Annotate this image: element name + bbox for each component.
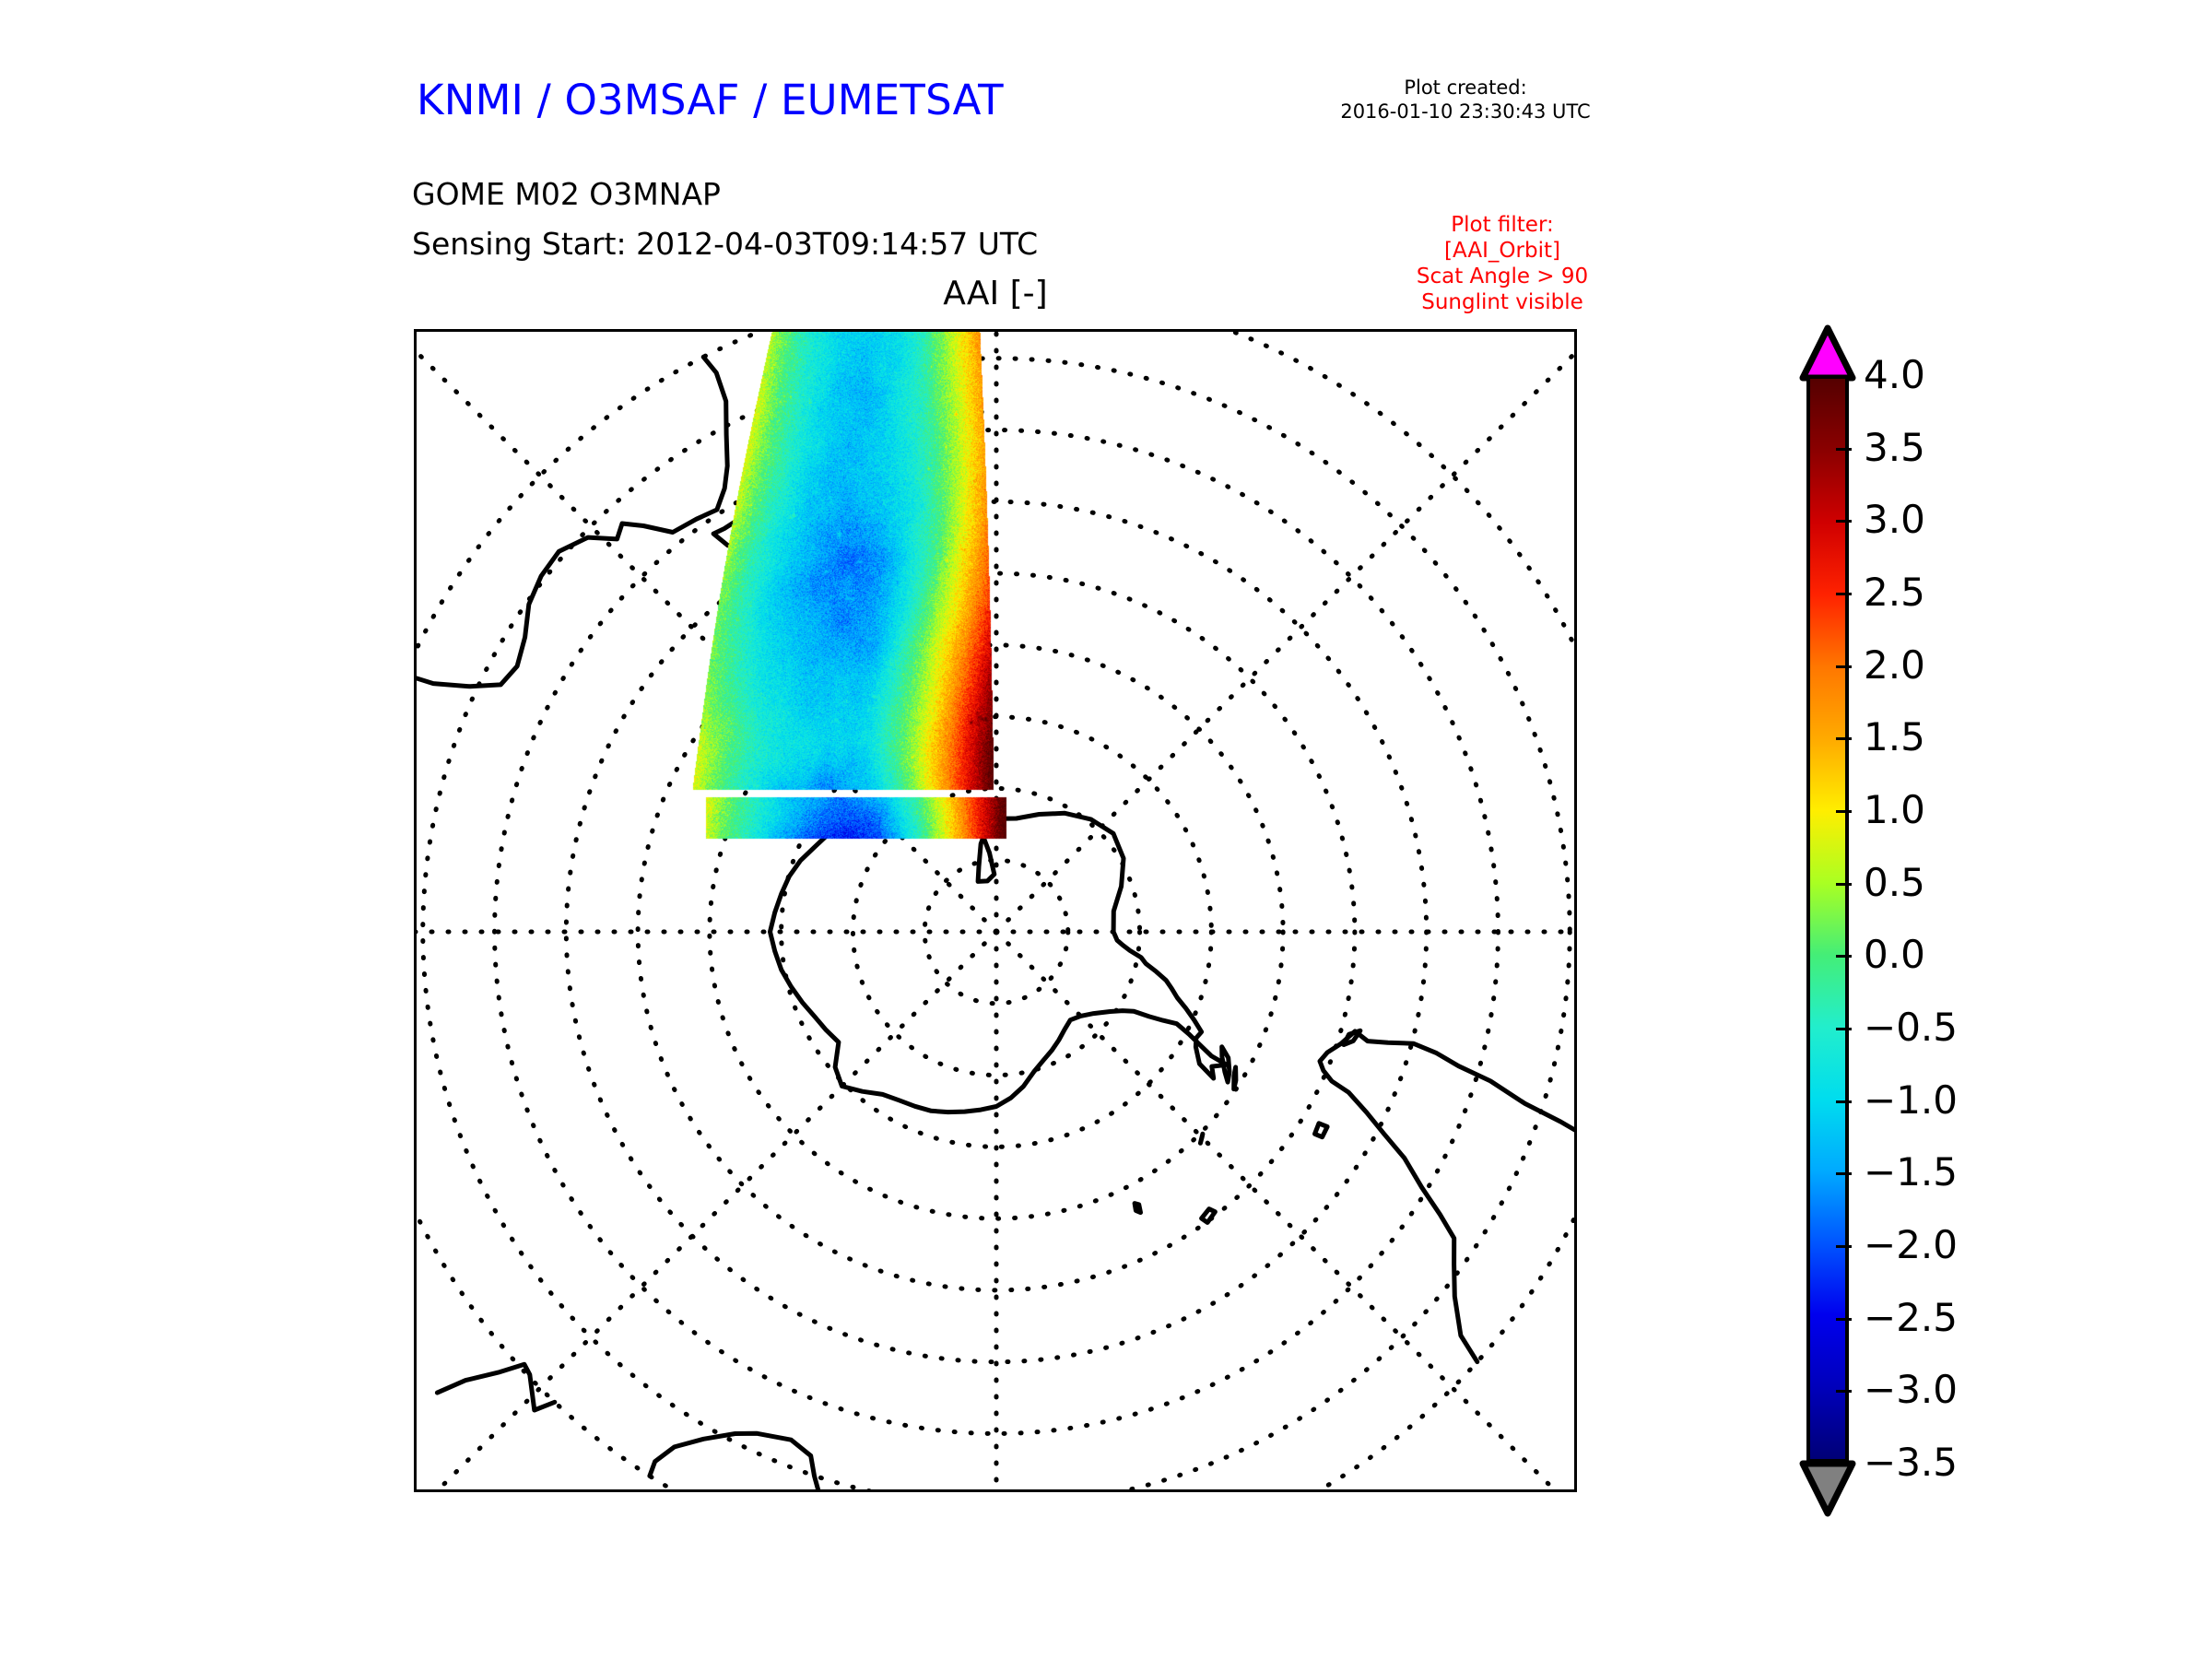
coastline-path bbox=[1312, 1121, 1330, 1140]
colorbar-under-arrow bbox=[1799, 1460, 1856, 1517]
filter-line-scat-angle: Scat Angle > 90 bbox=[1416, 265, 1589, 288]
colorbar-tick-mark bbox=[1836, 1172, 1852, 1176]
colorbar-tick-mark bbox=[1836, 520, 1852, 524]
colorbar-tick-label: 4.0 bbox=[1864, 352, 1925, 397]
colorbar-tick-label: 3.0 bbox=[1864, 497, 1925, 543]
coastline-path bbox=[1219, 1044, 1232, 1085]
colorbar-tick-mark bbox=[1836, 1463, 1852, 1465]
coastline-path bbox=[1199, 1206, 1218, 1225]
filter-line-label: Plot filter: bbox=[1451, 213, 1554, 237]
colorbar-tick-mark bbox=[1836, 665, 1852, 668]
plot-created-timestamp: 2016-01-10 23:30:43 UTC bbox=[1340, 100, 1591, 123]
colorbar-tick-label: −1.0 bbox=[1864, 1077, 1958, 1123]
plot-created-block: Plot created: 2016-01-10 23:30:43 UTC bbox=[1318, 76, 1613, 124]
colorbar-tick-label: −3.0 bbox=[1864, 1367, 1958, 1413]
coastline-path bbox=[647, 1430, 821, 1489]
graticule-layer bbox=[417, 332, 1574, 1489]
colorbar-tick-mark bbox=[1836, 593, 1852, 595]
colorbar-tick-mark bbox=[1836, 1245, 1852, 1248]
colorbar-over-arrow bbox=[1799, 324, 1856, 382]
colorbar-tick-label: 1.0 bbox=[1864, 787, 1925, 832]
colorbar-tick-label: −0.5 bbox=[1864, 1005, 1958, 1050]
colorbar-tick-mark bbox=[1836, 737, 1852, 741]
colorbar-tick-mark bbox=[1836, 1390, 1852, 1394]
colorbar-tick-label: 1.5 bbox=[1864, 714, 1925, 760]
colorbar-tick-mark bbox=[1836, 375, 1852, 378]
coastline-path bbox=[1197, 1131, 1206, 1146]
colorbar-tick-mark bbox=[1836, 955, 1852, 959]
plot-filter-block: Plot filter: [AAI_Orbit] Scat Angle > 90… bbox=[1382, 212, 1622, 315]
colorbar-tick-mark bbox=[1836, 1028, 1852, 1030]
colorbar-tick-label: 2.0 bbox=[1864, 641, 1925, 688]
dataset-name: GOME M02 O3MNAP bbox=[412, 176, 721, 212]
colorbar-tick-mark bbox=[1836, 447, 1852, 451]
colorbar-tick-mark bbox=[1836, 810, 1852, 813]
chart-title: AAI [-] bbox=[943, 275, 1048, 312]
colorbar-bar bbox=[1806, 375, 1849, 1463]
colorbar-tick-label: −3.5 bbox=[1864, 1440, 1958, 1485]
latitude-circle bbox=[420, 356, 1572, 1489]
map-plot-area bbox=[414, 329, 1577, 1492]
page-title: KNMI / O3MSAF / EUMETSAT bbox=[417, 76, 1004, 124]
meridian-line bbox=[994, 350, 1574, 935]
coastline-path bbox=[924, 382, 984, 457]
colorbar-tick-mark bbox=[1836, 1317, 1852, 1321]
meridian-line bbox=[435, 929, 999, 1489]
sensing-start: Sensing Start: 2012-04-03T09:14:57 UTC bbox=[412, 226, 1039, 262]
coastline-path bbox=[1132, 1201, 1143, 1216]
filter-line-product: [AAI_Orbit] bbox=[1444, 239, 1560, 263]
coastline-path bbox=[893, 443, 950, 512]
latitude-circle bbox=[417, 332, 1574, 1489]
coastline-path bbox=[1317, 1029, 1574, 1365]
colorbar-tick-label: 0.0 bbox=[1864, 932, 1925, 978]
coastline-path bbox=[1231, 1065, 1239, 1092]
coastline-path bbox=[711, 515, 753, 549]
map-graticule-and-coastlines bbox=[417, 332, 1574, 1489]
colorbar-gradient bbox=[1810, 379, 1845, 1459]
filter-line-sunglint: Sunglint visible bbox=[1421, 290, 1583, 314]
colorbar-tick-label: 2.5 bbox=[1864, 570, 1925, 615]
colorbar-tick-label: 0.5 bbox=[1864, 859, 1925, 905]
colorbar-tick-mark bbox=[1836, 882, 1852, 886]
meridian-line bbox=[417, 348, 999, 935]
colorbar-tick-label: −1.5 bbox=[1864, 1149, 1958, 1195]
colorbar-tick-label: −2.5 bbox=[1864, 1294, 1958, 1340]
plot-created-label: Plot created: bbox=[1404, 76, 1527, 99]
colorbar-tick-mark bbox=[1836, 1100, 1852, 1103]
colorbar-tick-label: 3.5 bbox=[1864, 424, 1925, 470]
coastline-path bbox=[1341, 1028, 1363, 1047]
colorbar-tick-label: −2.0 bbox=[1864, 1222, 1958, 1267]
coastline-path bbox=[434, 1361, 558, 1413]
